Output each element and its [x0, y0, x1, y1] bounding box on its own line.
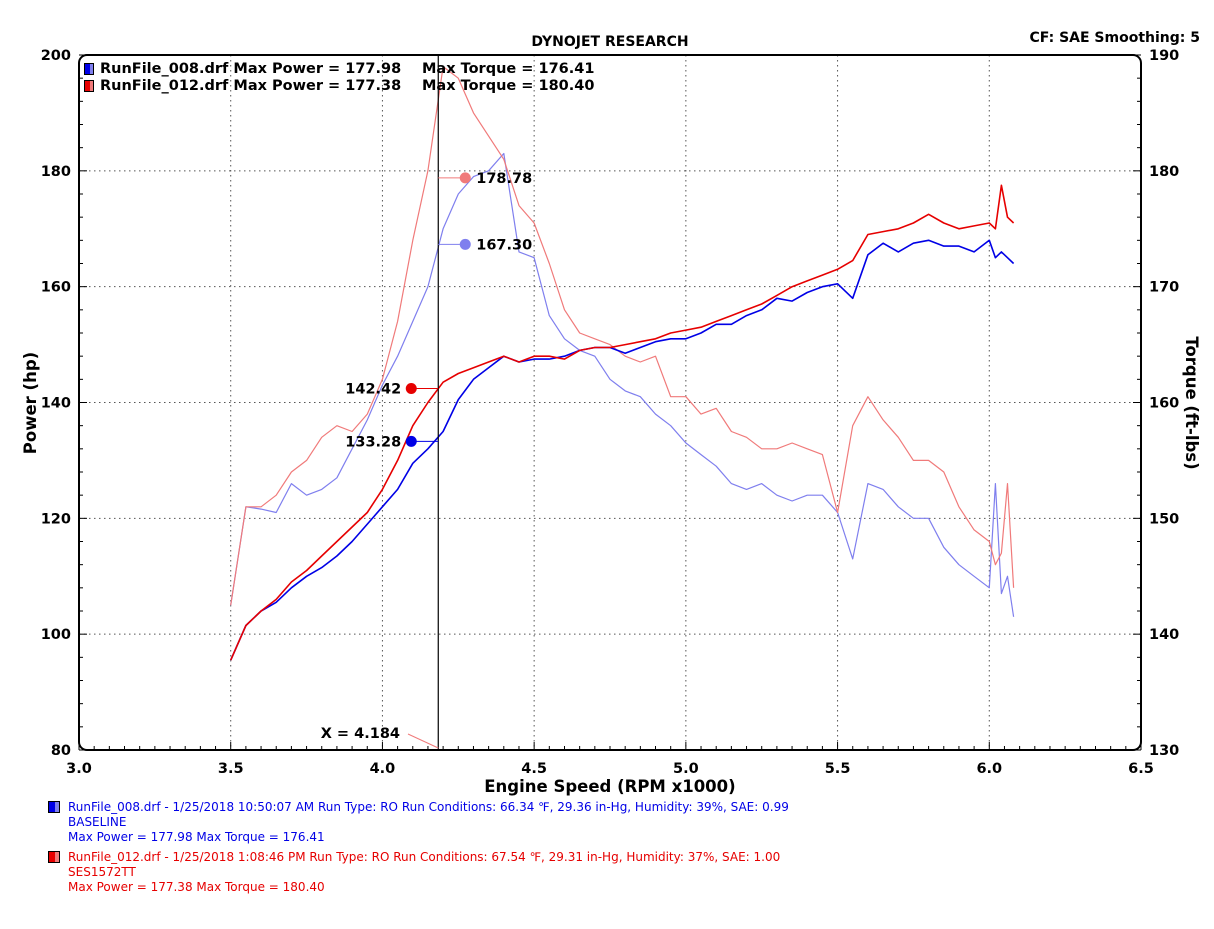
marker-dot: [405, 435, 417, 447]
y-right-tick-label: 190: [1149, 48, 1179, 64]
footer-swatch-run008: [48, 801, 60, 813]
x-tick-label: 5.5: [825, 761, 851, 777]
x-tick-label: 4.0: [370, 761, 396, 777]
footer-run008-name: BASELINE: [68, 815, 127, 829]
marker-dot: [405, 382, 417, 394]
y-right-tick-label: 150: [1149, 511, 1179, 527]
y-left-tick-label: 80: [51, 743, 71, 759]
legend-swatch-run012: [84, 80, 94, 92]
x-tick-label: 6.5: [1128, 761, 1154, 777]
footer-run012-details: RunFile_012.drf - 1/25/2018 1:08:46 PM R…: [68, 850, 781, 864]
x-tick-label: 3.5: [218, 761, 244, 777]
y-left-tick-label: 120: [41, 511, 71, 527]
cursor-x-label: X = 4.184: [321, 726, 400, 742]
marker-label: 142.42: [345, 381, 401, 397]
legend-run012-power: RunFile_012.drf Max Power = 177.38: [100, 78, 402, 94]
chart-markers: 178.78 167.30 142.42 133.28: [345, 171, 532, 451]
x-tick-label: 3.0: [66, 761, 92, 777]
y-axis-left-label: Power (hp): [21, 352, 40, 454]
x-tick-label: 6.0: [976, 761, 1002, 777]
marker-label: 133.28: [345, 434, 401, 450]
run008-power-line: [229, 239, 1015, 661]
run012-torque-line: [230, 65, 1015, 606]
marker-dot: [459, 238, 471, 250]
footer-swatch-run012: [48, 851, 60, 863]
y-left-tick-label: 160: [41, 280, 71, 296]
y-right-tick-label: 180: [1149, 164, 1179, 180]
marker-label: 178.78: [476, 171, 532, 187]
footer-run008-max: Max Power = 177.98 Max Torque = 176.41: [68, 830, 325, 844]
marker-label: 167.30: [476, 237, 532, 253]
footer-run008-details: RunFile_008.drf - 1/25/2018 10:50:07 AM …: [68, 800, 789, 814]
chart-grid: [79, 55, 1141, 750]
legend-run008-power: RunFile_008.drf Max Power = 177.98: [100, 61, 402, 77]
x-tick-label: 5.0: [673, 761, 699, 777]
run008-torque-line: [230, 152, 1015, 617]
rpm-cursor: X = 4.184: [321, 55, 439, 750]
footer-run012-name: SES1572TT: [68, 865, 136, 879]
legend-run008-torque: Max Torque = 176.41: [422, 61, 595, 77]
legend-run012-torque: Max Torque = 180.40: [422, 78, 595, 94]
marker-dot: [459, 172, 471, 184]
y-axis-right-label: Torque (ft-lbs): [1182, 336, 1201, 469]
chart-curves: [229, 65, 1015, 661]
run012-power-line: [229, 184, 1015, 661]
y-left-tick-label: 180: [41, 164, 71, 180]
y-left-tick-label: 140: [41, 396, 71, 412]
chart-title: DYNOJET RESEARCH: [531, 34, 689, 50]
y-left-tick-label: 100: [41, 627, 71, 643]
y-left-tick-label: 200: [41, 48, 71, 64]
cursor-leader: [407, 733, 439, 749]
y-right-tick-label: 130: [1149, 743, 1179, 759]
y-right-tick-label: 160: [1149, 396, 1179, 412]
footer-run012-max: Max Power = 177.38 Max Torque = 180.40: [68, 880, 325, 894]
x-tick-label: 4.5: [521, 761, 547, 777]
settings-label: CF: SAE Smoothing: 5: [1029, 30, 1200, 46]
chart-ticks: 3.0 3.5 4.0 4.5 5.0 5.5 6.0 6.5 80 100 120 140 160 18…: [41, 48, 1180, 777]
x-axis-label: Engine Speed (RPM x1000): [484, 777, 735, 796]
y-right-tick-label: 170: [1149, 280, 1179, 296]
legend-swatch-run008: [84, 63, 94, 75]
y-right-tick-label: 140: [1149, 627, 1179, 643]
